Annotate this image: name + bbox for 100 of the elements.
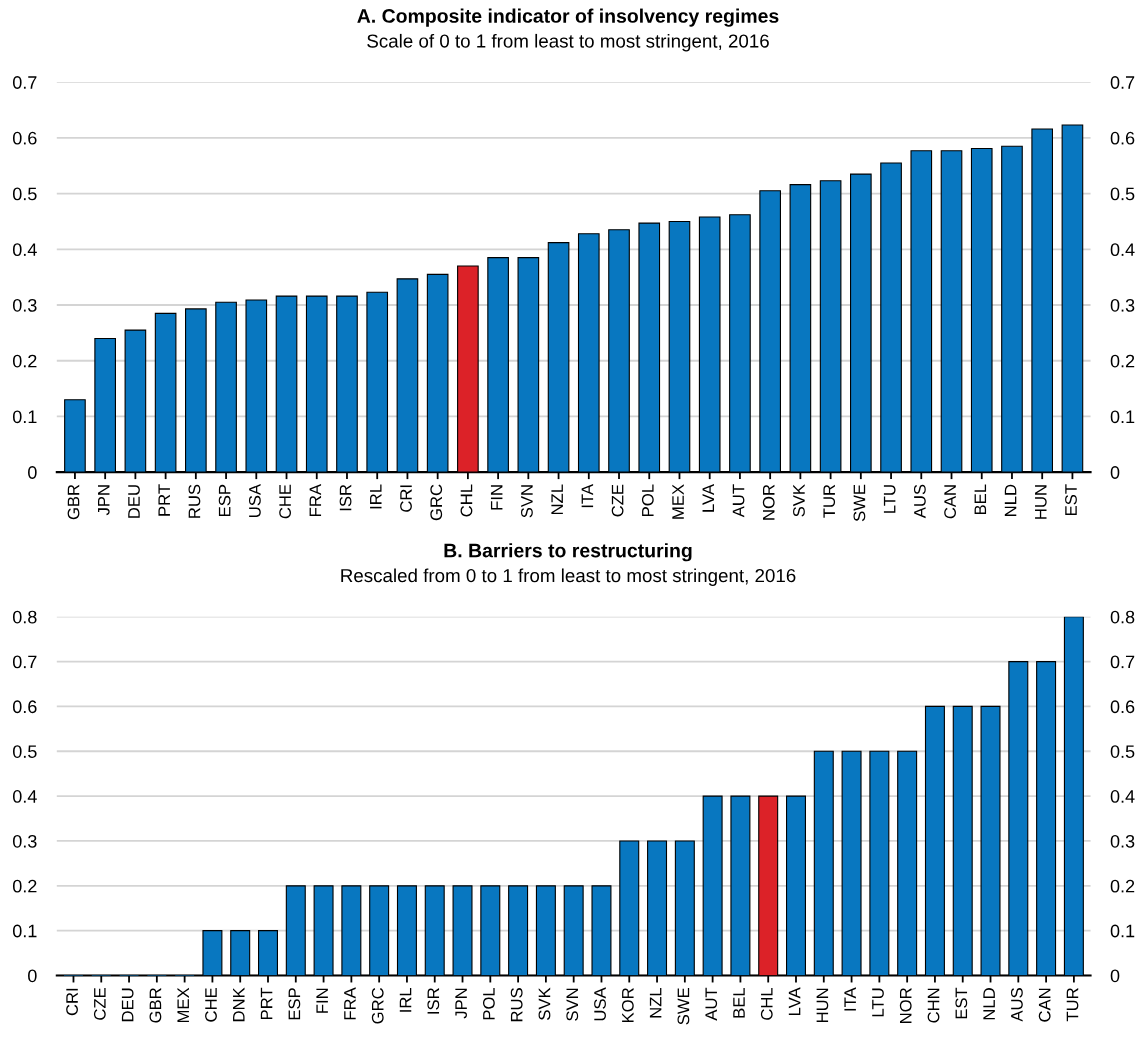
y2-tick-label: 0.8 <box>1110 610 1135 624</box>
x-tick-label: USA <box>594 987 606 1021</box>
x-tick-label: RUS <box>188 484 201 518</box>
x-tick-label: SVN <box>566 988 579 1021</box>
x-tick-label: HUN <box>1035 485 1047 519</box>
x-tick-label: NLD <box>1004 484 1017 516</box>
y-tick-label: 0.7 <box>12 76 37 89</box>
x-tick-label: FIN <box>316 988 328 1013</box>
x-tick-label: RUS <box>510 988 523 1022</box>
y-tick-label: 0.8 <box>12 610 37 624</box>
x-tick-label: CRI <box>66 988 78 1016</box>
x-tick-label: LVA <box>702 484 715 512</box>
y2-tick-label: 0.4 <box>1110 790 1135 803</box>
x-tick-label: EST <box>1065 484 1077 516</box>
x-tick-label: CAN <box>944 485 956 519</box>
y2-tick-label: 0.2 <box>1110 354 1135 368</box>
x-tick-label: DEU <box>121 988 134 1022</box>
x-tick-label: GRC <box>430 484 443 521</box>
x-tick-label: SVK <box>538 987 551 1020</box>
x-tick-label: NOR <box>899 988 912 1023</box>
x-tick-label: CHN <box>927 988 940 1023</box>
x-tick-label: PRT <box>158 484 170 516</box>
chart-title: B. Barriers to restructuring <box>444 543 692 562</box>
x-tick-label: DNK <box>233 987 245 1022</box>
y-tick-label: 0.1 <box>12 924 37 938</box>
y-tick-label: 0.7 <box>12 655 37 669</box>
x-tick-label: LVA <box>788 987 801 1015</box>
x-tick-label: CRI <box>400 485 412 512</box>
y2-tick-label: 0.1 <box>1110 410 1135 424</box>
x-tick-label: HUN <box>816 988 829 1023</box>
x-tick-label: BEL <box>733 987 745 1018</box>
x-tick-label: NZL <box>551 484 563 515</box>
y-tick-label: 0.6 <box>12 131 37 145</box>
chart-subtitle: Scale of 0 to 1 from least to most stringent, 2016 <box>367 33 769 52</box>
x-tick-label: ESP <box>218 484 231 516</box>
x-tick-label: TUR <box>1066 988 1079 1022</box>
y2-tick-label: 0.6 <box>1110 131 1135 145</box>
y2-tick-label: 0.5 <box>1110 745 1135 758</box>
x-tick-label: ISR <box>339 484 352 511</box>
y2-tick-label: 0.3 <box>1110 298 1135 312</box>
x-tick-label: GRC <box>371 987 384 1024</box>
x-tick-label: JPN <box>98 485 110 516</box>
x-tick-label: KOR <box>621 988 634 1023</box>
x-tick-label: POL <box>641 484 654 516</box>
y-tick-label: 0.5 <box>12 187 37 201</box>
x-tick-label: SVN <box>521 485 533 518</box>
x-tick-label: NLD <box>983 988 995 1020</box>
y-tick-label: 0 <box>28 466 37 479</box>
x-tick-label: PRT <box>260 987 273 1019</box>
y-tick-label: 0.3 <box>12 298 37 312</box>
x-tick-label: AUS <box>1010 988 1023 1022</box>
y-tick-label: 0.1 <box>12 410 37 424</box>
x-tick-label: IRL <box>370 484 382 509</box>
x-tick-label: CHE <box>279 484 291 519</box>
x-tick-label: CZE <box>93 988 106 1020</box>
y2-tick-label: 0.7 <box>1110 655 1135 669</box>
chart-title: A. Composite indicator of insolvency regimes <box>357 8 779 27</box>
x-tick-label: FIN <box>490 485 503 510</box>
x-tick-label: CZE <box>611 484 624 517</box>
y2-tick-label: 0.6 <box>1110 700 1135 714</box>
y-tick-label: 0.6 <box>12 700 37 714</box>
x-tick-label: CHL <box>760 987 773 1020</box>
x-tick-label: SVK <box>793 484 805 517</box>
y-tick-label: 0.2 <box>12 354 37 368</box>
x-tick-label: DEU <box>128 485 140 518</box>
x-tick-label: GBR <box>67 484 80 520</box>
y2-tick-label: 0.5 <box>1110 187 1135 201</box>
x-tick-label: AUT <box>705 987 718 1021</box>
x-tick-label: BEL <box>974 484 987 515</box>
x-tick-label: LTU <box>883 485 896 513</box>
y-tick-label: 0.4 <box>12 243 37 257</box>
y2-tick-label: 0.2 <box>1110 879 1135 893</box>
x-tick-label: ESP <box>288 988 301 1020</box>
x-tick-label: AUT <box>732 484 745 518</box>
x-tick-label: LTU <box>872 988 884 1017</box>
x-tick-label: MEX <box>672 484 684 519</box>
x-tick-label: CHE <box>205 988 217 1022</box>
x-tick-label: NOR <box>762 484 775 520</box>
x-tick-label: USA <box>248 484 261 517</box>
x-tick-label: GBR <box>149 988 162 1023</box>
x-tick-label: CAN <box>1038 988 1051 1022</box>
y2-tick-label: 0 <box>1110 969 1120 983</box>
x-tick-label: SWE <box>853 484 866 522</box>
y2-tick-label: 0.1 <box>1110 924 1135 938</box>
x-tick-label: EST <box>955 987 968 1019</box>
y-tick-label: 0.4 <box>12 790 37 803</box>
x-tick-label: ISR <box>427 988 440 1014</box>
x-tick-label: NZL <box>649 987 662 1018</box>
y2-tick-label: 0.7 <box>1110 76 1135 89</box>
y-tick-label: 0.2 <box>12 879 37 893</box>
x-tick-label: SWE <box>677 988 690 1025</box>
x-tick-label: IRL <box>399 987 412 1012</box>
x-tick-label: ITA <box>581 484 594 508</box>
y2-tick-label: 0.4 <box>1110 243 1135 257</box>
y2-tick-label: 0 <box>1110 466 1120 479</box>
x-tick-label: TUR <box>823 484 836 518</box>
y-tick-label: 0 <box>28 969 37 983</box>
chart-subtitle: Rescaled from 0 to 1 from least to most stringent, 2016 <box>341 568 796 586</box>
x-tick-label: AUS <box>913 484 926 519</box>
x-tick-label: POL <box>482 987 495 1020</box>
